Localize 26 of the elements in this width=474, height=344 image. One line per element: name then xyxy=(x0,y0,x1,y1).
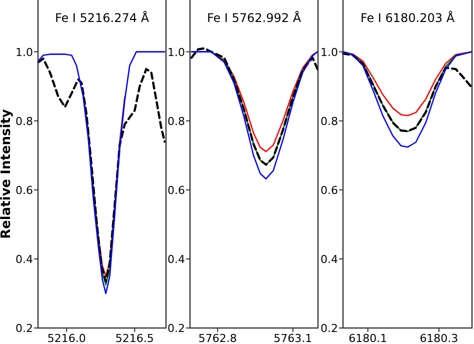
line-series xyxy=(342,51,473,148)
x-tick-label: 5216.0 xyxy=(47,332,86,344)
y-tick-label: 0.6 xyxy=(320,184,338,197)
y-tick-label: 0.2 xyxy=(320,322,338,335)
x-tick-label: 6180.3 xyxy=(420,332,458,344)
text: Fe I 5762.992 Å xyxy=(206,10,302,25)
y-tick-label: 0.4 xyxy=(16,252,33,266)
x-tick-label: 6180.1 xyxy=(348,332,388,344)
text: Fe I 6180.203 Å xyxy=(360,10,456,25)
x-tick-label: 5763.1 xyxy=(274,332,312,344)
y-tick-label: 0.6 xyxy=(168,184,185,197)
y-tick-label: 0.2 xyxy=(168,322,185,335)
y-tick-label: 1.0 xyxy=(168,46,185,59)
y-tick-label: 0.6 xyxy=(16,184,33,197)
y-tick-label: 1.0 xyxy=(320,46,338,59)
y-tick-label: 0.8 xyxy=(16,114,33,128)
x-tick-label: 5762.8 xyxy=(198,332,237,344)
x-tick-label: 5216.5 xyxy=(115,332,154,344)
y-tick-label: 0.8 xyxy=(320,114,338,128)
y-tick-label: 0.8 xyxy=(168,114,185,128)
y-tick-label: 0.4 xyxy=(320,252,338,266)
y-tick-label: 0.4 xyxy=(168,252,185,266)
y-tick-label: 1.0 xyxy=(16,46,33,59)
y-axis-title: Relative Intensity xyxy=(0,108,14,239)
y-tick-label: 0.2 xyxy=(16,322,33,335)
text: Fe I 5216.274 Å xyxy=(54,10,150,25)
